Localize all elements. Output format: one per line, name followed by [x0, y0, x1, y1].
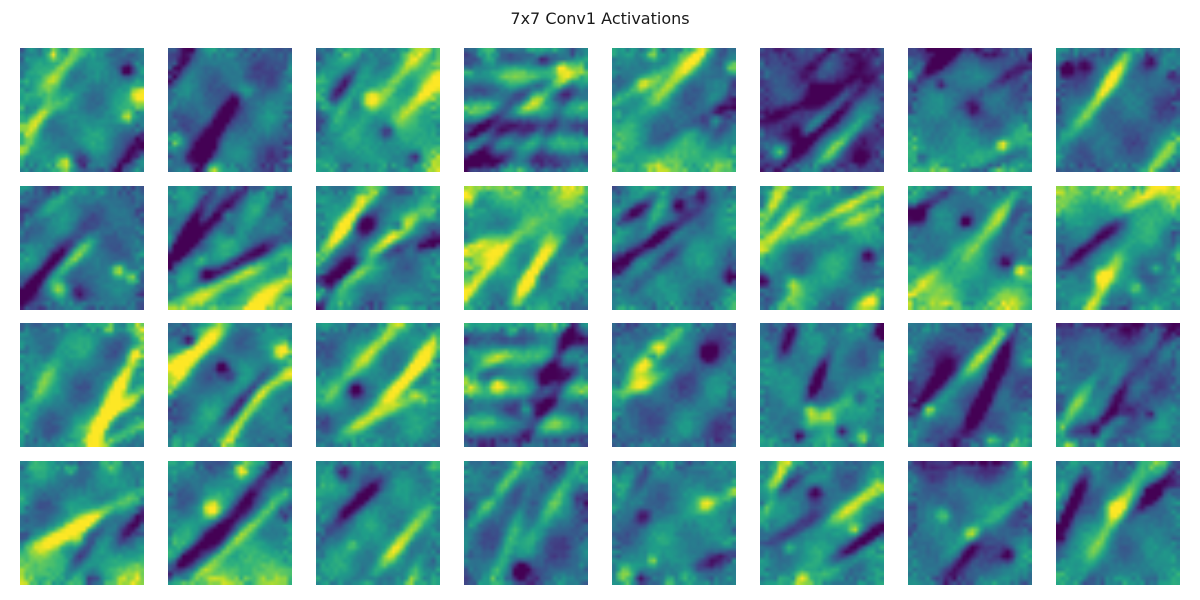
activation-map-32	[1056, 461, 1180, 585]
activation-map-14	[760, 186, 884, 310]
figure-title: 7x7 Conv1 Activations	[510, 9, 690, 28]
activation-map-7	[908, 48, 1032, 172]
activation-map-9	[20, 186, 144, 310]
activation-map-20	[464, 323, 588, 447]
activation-map-27	[316, 461, 440, 585]
activation-map-28	[464, 461, 588, 585]
activation-map-2	[168, 48, 292, 172]
activation-map-12	[464, 186, 588, 310]
activation-map-26	[168, 461, 292, 585]
activation-map-23	[908, 323, 1032, 447]
activation-map-5	[612, 48, 736, 172]
activation-map-13	[612, 186, 736, 310]
activation-map-16	[1056, 186, 1180, 310]
activation-map-1	[20, 48, 144, 172]
activation-map-8	[1056, 48, 1180, 172]
activation-map-19	[316, 323, 440, 447]
activation-map-25	[20, 461, 144, 585]
activation-map-17	[20, 323, 144, 447]
activation-map-24	[1056, 323, 1180, 447]
activation-map-10	[168, 186, 292, 310]
activation-map-21	[612, 323, 736, 447]
activation-map-6	[760, 48, 884, 172]
activation-map-11	[316, 186, 440, 310]
activation-map-3	[316, 48, 440, 172]
activation-map-4	[464, 48, 588, 172]
activation-map-30	[760, 461, 884, 585]
activation-map-29	[612, 461, 736, 585]
activation-map-22	[760, 323, 884, 447]
activation-map-18	[168, 323, 292, 447]
activation-map-15	[908, 186, 1032, 310]
activation-map-31	[908, 461, 1032, 585]
